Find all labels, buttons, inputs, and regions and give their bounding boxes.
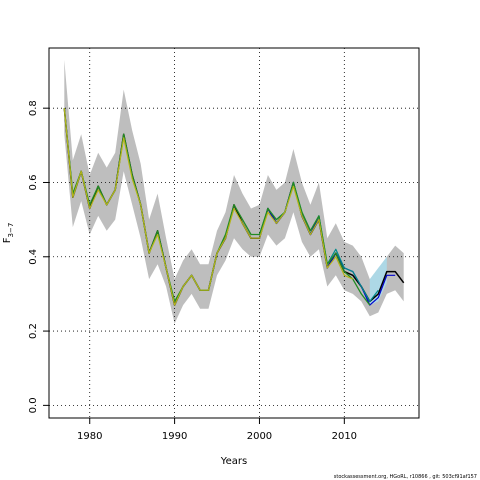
y-axis: 0.0 0.2 0.4 0.6 0.8 <box>28 100 49 413</box>
x-tick-label: 1980 <box>77 431 102 442</box>
plot-frame <box>48 47 420 419</box>
series-layer <box>63 108 405 306</box>
y-axis-title-sub: 3−7 <box>7 223 15 238</box>
footer-credit: stockassessment.org, HGoRL, r10866 , git… <box>334 474 477 480</box>
x-axis-title: Years <box>220 456 247 467</box>
y-tick-label: 0.2 <box>28 323 39 339</box>
y-tick-label: 0.4 <box>28 249 39 265</box>
confidence-band-light <box>369 256 387 306</box>
y-tick-label: 0.0 <box>28 397 39 413</box>
series-line-5 <box>63 108 354 306</box>
y-axis-title: F3−7 <box>2 223 15 244</box>
y-tick-label: 0.6 <box>28 175 39 191</box>
confidence-band <box>64 59 404 324</box>
y-tick-label: 0.8 <box>28 100 39 116</box>
x-tick-label: 2000 <box>247 431 272 442</box>
x-axis: 1980 1990 2000 2010 <box>77 418 357 442</box>
x-tick-label: 2010 <box>332 431 357 442</box>
x-tick-label: 1990 <box>162 431 187 442</box>
y-axis-title-main: F <box>2 237 13 243</box>
confidence-band-layer <box>64 59 404 324</box>
